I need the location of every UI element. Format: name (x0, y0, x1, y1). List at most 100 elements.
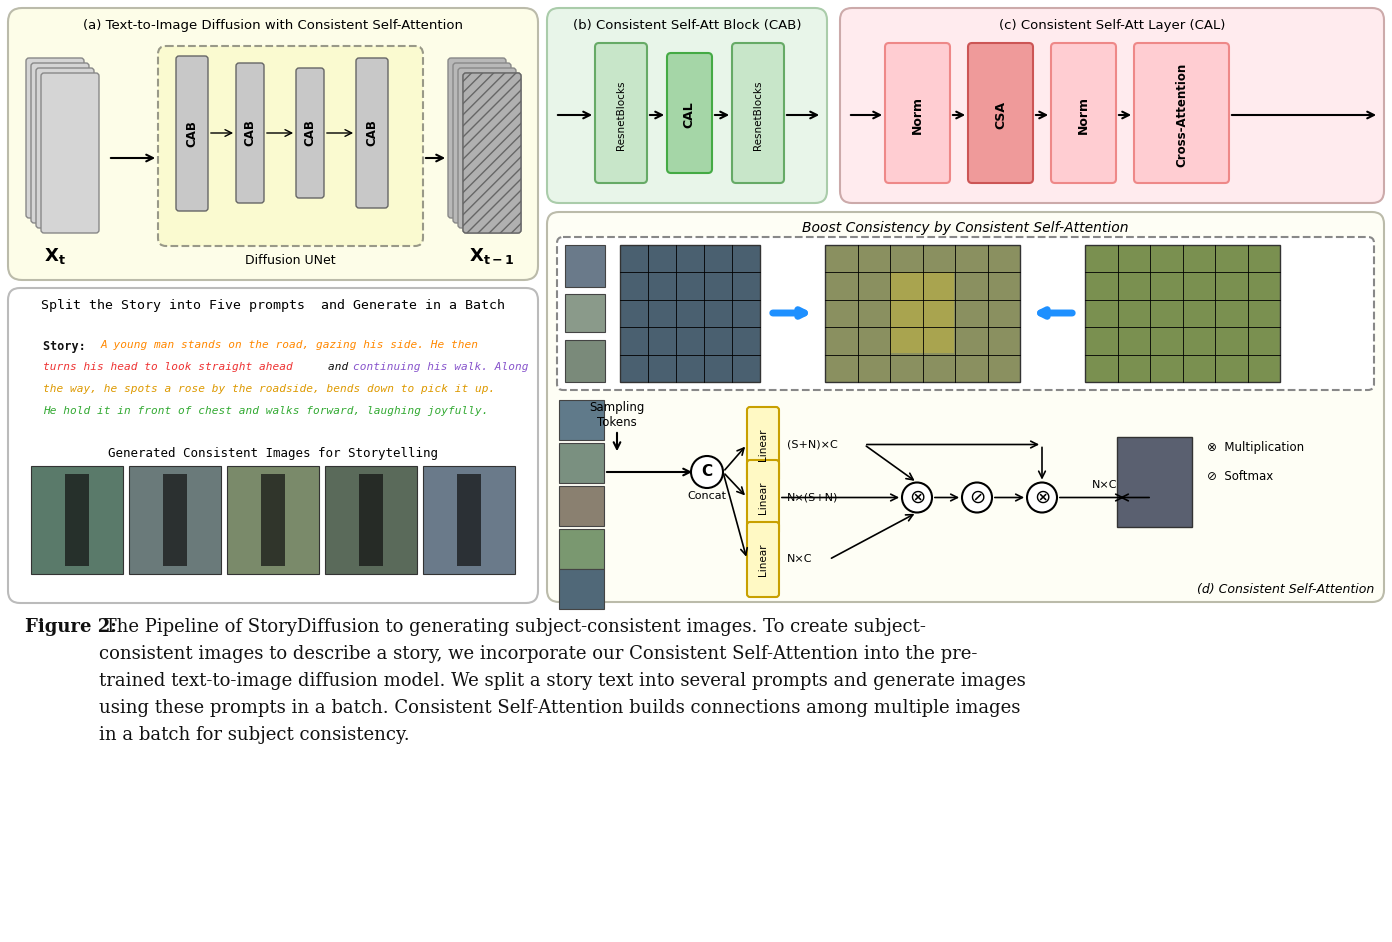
Text: N×C: N×C (1091, 480, 1118, 491)
Text: (b) Consistent Self-Att Block (CAB): (b) Consistent Self-Att Block (CAB) (572, 19, 802, 31)
FancyBboxPatch shape (36, 68, 95, 228)
FancyBboxPatch shape (8, 288, 537, 603)
FancyBboxPatch shape (237, 63, 264, 203)
Text: N×(S+N): N×(S+N) (786, 493, 838, 502)
Text: CSA: CSA (994, 101, 1006, 129)
Bar (889, 272, 954, 353)
Bar (825, 245, 1020, 382)
Text: CAB: CAB (244, 120, 256, 146)
Text: Linear: Linear (759, 544, 768, 576)
Text: Linear: Linear (759, 481, 768, 513)
FancyBboxPatch shape (464, 73, 521, 233)
Bar (560, 569, 604, 609)
Text: ⊗: ⊗ (909, 488, 926, 507)
Text: A young man stands on the road, gazing his side. He then: A young man stands on the road, gazing h… (102, 340, 479, 350)
FancyBboxPatch shape (448, 58, 507, 218)
FancyBboxPatch shape (839, 8, 1384, 203)
Text: ⊘: ⊘ (969, 488, 986, 507)
Text: CAB: CAB (185, 120, 199, 147)
Bar (324, 466, 418, 574)
FancyBboxPatch shape (967, 43, 1033, 183)
Text: Generated Consistent Images for Storytelling: Generated Consistent Images for Storytel… (109, 447, 438, 460)
Text: ⊗  Multiplication: ⊗ Multiplication (1207, 441, 1304, 453)
Text: Split the Story into Five prompts  and Generate in a Batch: Split the Story into Five prompts and Ge… (40, 300, 505, 313)
Bar (227, 466, 319, 574)
FancyBboxPatch shape (547, 8, 827, 203)
Text: continuing his walk. Along: continuing his walk. Along (354, 362, 529, 372)
Text: (a) Text-to-Image Diffusion with Consistent Self-Attention: (a) Text-to-Image Diffusion with Consist… (84, 20, 464, 33)
Text: Norm: Norm (1077, 96, 1090, 134)
FancyBboxPatch shape (356, 58, 388, 208)
Text: CAB: CAB (366, 120, 379, 146)
Bar (619, 245, 760, 382)
FancyBboxPatch shape (452, 63, 511, 223)
Text: (c) Consistent Self-Att Layer (CAL): (c) Consistent Self-Att Layer (CAL) (999, 19, 1225, 31)
Bar (163, 474, 187, 566)
Text: Sampling
Tokens: Sampling Tokens (589, 401, 644, 429)
Text: and: and (329, 362, 355, 372)
Bar (359, 474, 383, 566)
FancyBboxPatch shape (31, 63, 89, 223)
Bar (560, 443, 604, 483)
Bar (565, 340, 606, 382)
FancyBboxPatch shape (557, 237, 1374, 390)
Text: $\mathbf{X_{t-1}}$: $\mathbf{X_{t-1}}$ (469, 246, 515, 266)
Bar (31, 466, 122, 574)
Bar (565, 245, 606, 287)
FancyBboxPatch shape (748, 522, 780, 597)
Bar (129, 466, 221, 574)
FancyBboxPatch shape (159, 46, 423, 246)
Circle shape (1027, 482, 1057, 512)
Circle shape (902, 482, 933, 512)
Bar (457, 474, 482, 566)
Text: Cross-Attention: Cross-Attention (1175, 63, 1187, 167)
Bar (560, 529, 604, 569)
Text: $\mathbf{X_t}$: $\mathbf{X_t}$ (45, 246, 65, 266)
Text: ⊘  Softmax: ⊘ Softmax (1207, 470, 1274, 483)
Text: (d) Consistent Self-Attention: (d) Consistent Self-Attention (1197, 583, 1374, 596)
FancyBboxPatch shape (296, 68, 324, 198)
FancyBboxPatch shape (885, 43, 949, 183)
FancyBboxPatch shape (40, 73, 99, 233)
Circle shape (690, 456, 722, 488)
FancyBboxPatch shape (8, 8, 537, 280)
Text: the way, he spots a rose by the roadside, bends down to pick it up.: the way, he spots a rose by the roadside… (43, 384, 496, 394)
FancyBboxPatch shape (1051, 43, 1116, 183)
Bar (560, 400, 604, 440)
Text: Norm: Norm (910, 96, 924, 134)
Bar (1116, 437, 1192, 527)
Text: Concat: Concat (688, 491, 727, 501)
Circle shape (962, 482, 992, 512)
FancyBboxPatch shape (464, 73, 521, 233)
Text: turns his head to look straight ahead: turns his head to look straight ahead (43, 362, 299, 372)
Text: Figure 2:: Figure 2: (25, 618, 117, 636)
Bar (560, 486, 604, 526)
Text: ⊗: ⊗ (1034, 488, 1050, 507)
Text: CAL: CAL (682, 102, 696, 128)
Text: N×C: N×C (786, 555, 813, 564)
Text: ResnetBlocks: ResnetBlocks (753, 80, 763, 150)
Bar (565, 294, 606, 332)
FancyBboxPatch shape (458, 68, 516, 228)
Bar (262, 474, 285, 566)
Text: Story:: Story: (43, 340, 93, 353)
Bar (65, 474, 89, 566)
FancyBboxPatch shape (594, 43, 647, 183)
FancyBboxPatch shape (547, 212, 1384, 602)
FancyBboxPatch shape (748, 407, 780, 482)
Text: Diffusion UNet: Diffusion UNet (245, 253, 335, 267)
Text: He hold it in front of chest and walks forward, laughing joyfully.: He hold it in front of chest and walks f… (43, 406, 489, 416)
Text: Boost Consistency by Consistent Self-Attention: Boost Consistency by Consistent Self-Att… (802, 221, 1129, 235)
Text: CAB: CAB (303, 120, 316, 146)
FancyBboxPatch shape (26, 58, 84, 218)
FancyBboxPatch shape (732, 43, 784, 183)
FancyBboxPatch shape (175, 56, 207, 211)
FancyBboxPatch shape (1134, 43, 1229, 183)
Text: Linear: Linear (759, 429, 768, 461)
FancyBboxPatch shape (748, 460, 780, 535)
Text: C: C (702, 464, 713, 479)
FancyBboxPatch shape (667, 53, 711, 173)
Text: (S+N)×C: (S+N)×C (786, 440, 838, 449)
Text: ResnetBlocks: ResnetBlocks (617, 80, 626, 150)
Bar (423, 466, 515, 574)
